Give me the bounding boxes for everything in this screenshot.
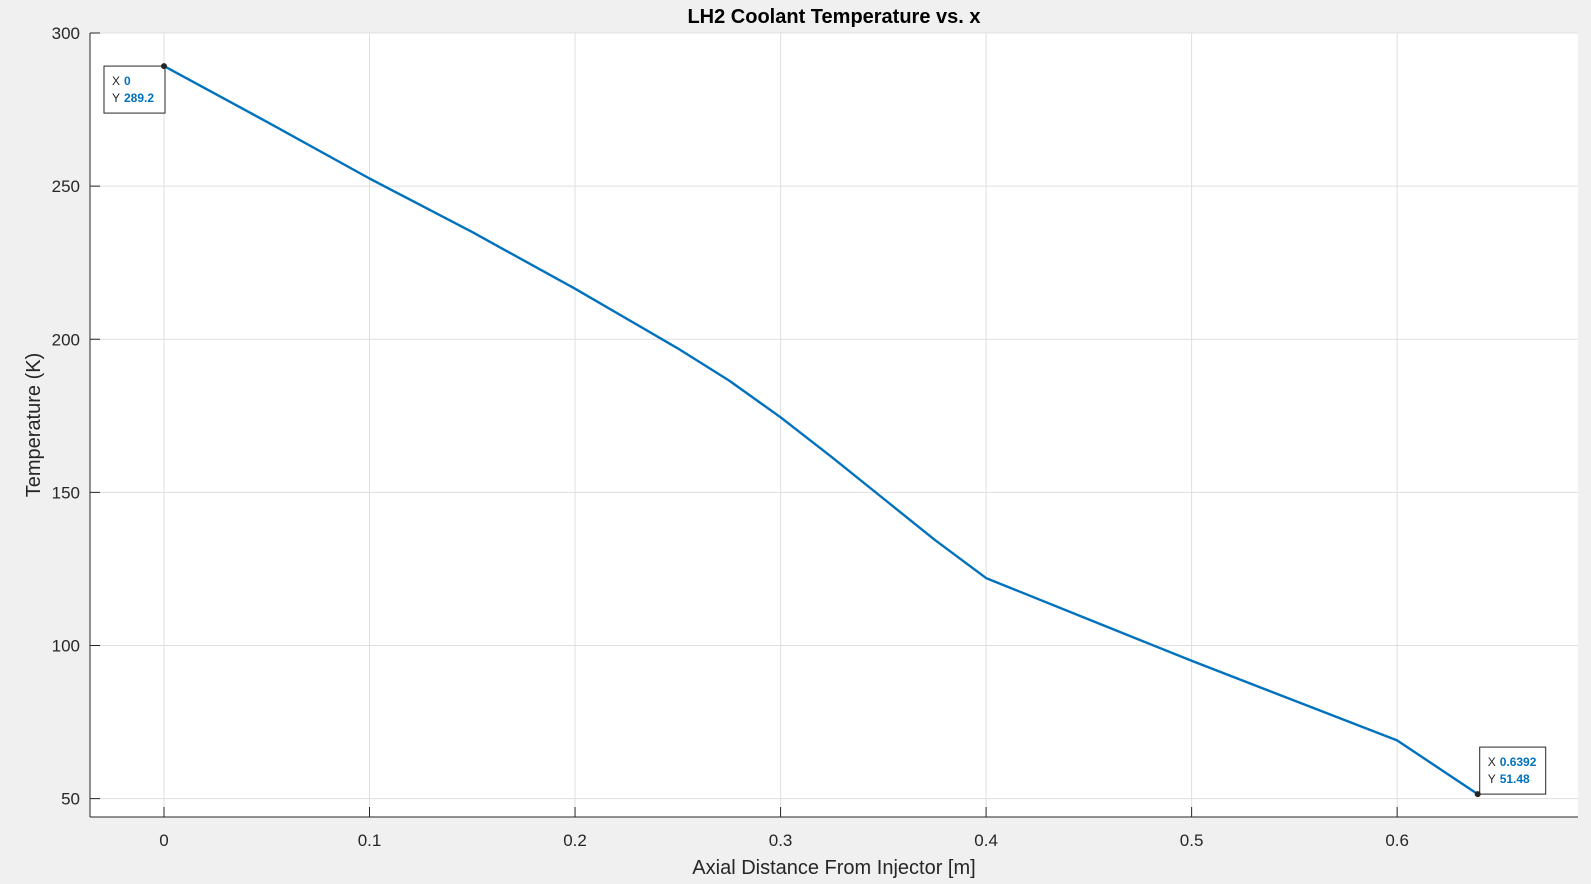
y-axis-ticks: 50 100 150 200 250 300 [52, 24, 100, 809]
plot-area[interactable] [90, 33, 1578, 817]
x-tick-label: 0 [159, 831, 168, 850]
datatip-y-key: Y [1488, 772, 1496, 786]
x-axis-ticks: 0 0.1 0.2 0.3 0.4 0.5 0.6 [159, 807, 1409, 850]
y-tick-label: 50 [61, 790, 80, 809]
x-tick-label: 0.3 [769, 831, 793, 850]
datatip-y-value: 51.48 [1500, 772, 1530, 786]
axes [89, 33, 1578, 818]
x-tick-label: 0.6 [1385, 831, 1409, 850]
y-tick-label: 100 [52, 637, 80, 656]
datatip-x-key: X [1488, 755, 1496, 769]
chart-title: LH2 Coolant Temperature vs. x [687, 6, 980, 28]
datatip-y-value: 289.2 [124, 91, 154, 105]
y-tick-label: 300 [52, 24, 80, 43]
datatip-marker [160, 63, 167, 70]
x-tick-label: 0.1 [358, 831, 382, 850]
datatip[interactable]: X 0.6392 Y 51.48 [1474, 746, 1547, 798]
x-axis-label: Axial Distance From Injector [m] [692, 857, 975, 879]
datatip-marker [1474, 791, 1481, 798]
x-tick-label: 0.5 [1180, 831, 1204, 850]
datatip-box [1479, 746, 1547, 795]
x-tick-label: 0.2 [563, 831, 587, 850]
x-tick-label: 0.4 [974, 831, 998, 850]
datatip-y-key: Y [112, 91, 120, 105]
y-tick-label: 250 [52, 177, 80, 196]
datatip-box [103, 65, 166, 114]
datatip-x-value: 0 [124, 74, 131, 88]
datatip-x-value: 0.6392 [1500, 755, 1537, 769]
data-line[interactable] [163, 65, 1479, 796]
y-axis-label: Temperature (K) [23, 353, 45, 498]
y-tick-label: 200 [52, 330, 80, 349]
datatip-x-key: X [112, 74, 120, 88]
y-tick-label: 150 [52, 483, 80, 502]
grid [90, 32, 1578, 817]
datatip[interactable]: X 0Y 289.2 [103, 63, 167, 114]
